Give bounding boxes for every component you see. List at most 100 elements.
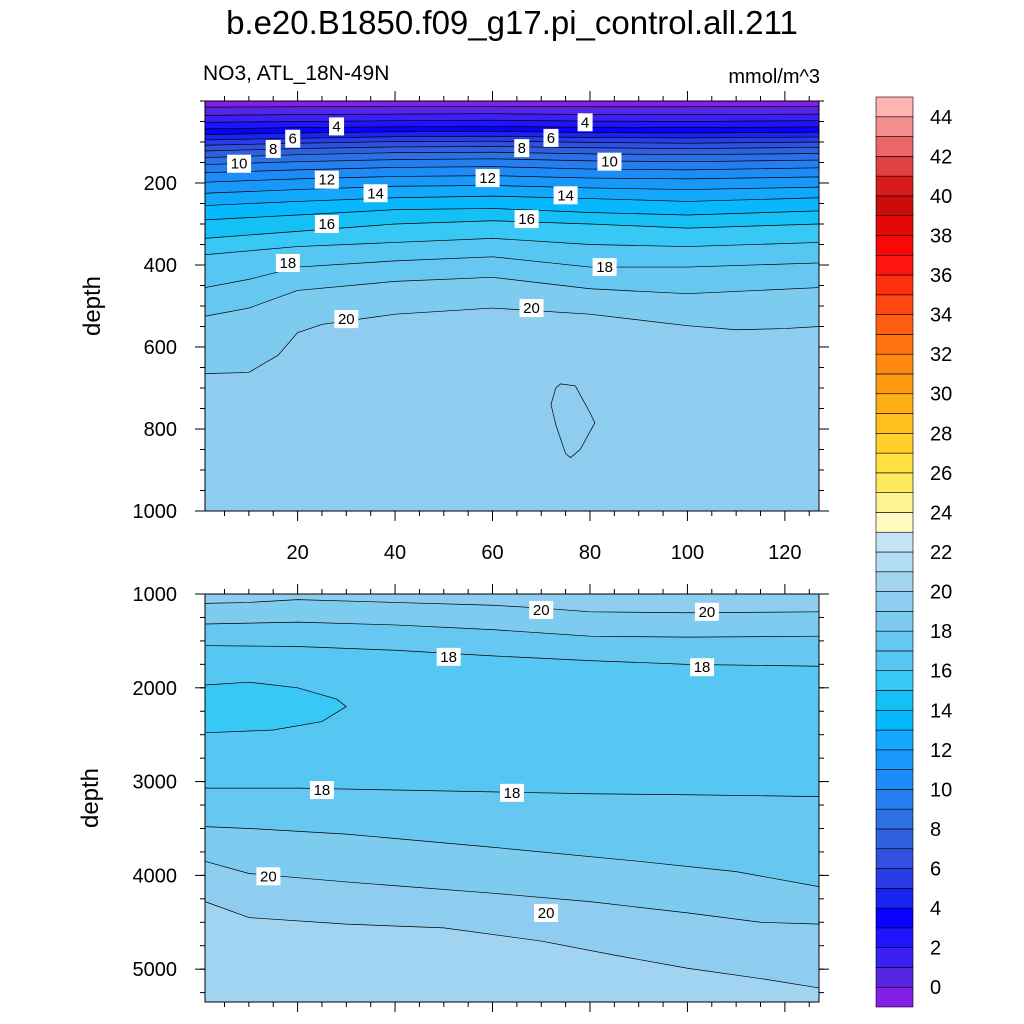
contour-label-text: 6	[289, 131, 297, 148]
contour-label: 18	[436, 647, 461, 666]
contour-line	[205, 787, 820, 797]
contour-label-box	[314, 170, 339, 189]
y-tick-label: 3000	[133, 772, 178, 794]
contour-label-text: 20	[538, 905, 555, 922]
contour-label-text: 8	[518, 140, 526, 157]
contour-label-box	[597, 152, 622, 171]
colorbar-label: 8	[930, 819, 941, 841]
contour-label: 18	[690, 658, 715, 677]
contour-line	[204, 113, 820, 116]
contour-band	[205, 101, 819, 108]
closed-contour	[204, 681, 347, 734]
contour-label-box	[475, 169, 500, 188]
y-tick-label: 800	[144, 419, 177, 441]
x-tick-label: 40	[384, 542, 406, 564]
contour-label: 18	[275, 253, 300, 272]
colorbar-swatch	[875, 868, 914, 889]
colorbar-swatch	[875, 828, 914, 850]
contour-label-text: 12	[318, 172, 335, 189]
upper-contour-fills	[205, 101, 819, 511]
contour-label-box	[329, 117, 345, 136]
y-tick-label: 400	[144, 255, 177, 277]
contour-band	[205, 158, 819, 173]
colorbar-label: 22	[930, 542, 952, 564]
contour-label-text: 18	[694, 659, 711, 676]
contour-label-text: 10	[601, 154, 618, 171]
colorbar-swatch	[875, 848, 914, 869]
lower-y-axis-label: depth	[77, 768, 104, 828]
colorbar-swatch	[875, 512, 914, 533]
colorbar-swatch	[875, 235, 914, 256]
colorbar-swatch	[875, 808, 914, 830]
colorbar-label: 24	[930, 502, 952, 524]
contour-label-box	[690, 658, 715, 677]
contour-label-text: 20	[699, 604, 716, 621]
contour-band	[205, 220, 819, 255]
contour-label: 8	[265, 139, 281, 158]
contour-label-text: 4	[332, 118, 340, 135]
x-tick-label: 100	[671, 542, 704, 564]
colorbar-swatch	[875, 116, 914, 137]
colorbar-swatch	[875, 175, 914, 197]
lower-plot-frame	[204, 593, 820, 1003]
colorbar-swatch	[875, 650, 914, 671]
contour-label-text: 16	[518, 211, 535, 228]
contour-band	[205, 277, 819, 374]
contour-label: 12	[314, 170, 339, 189]
contour-label: 8	[514, 139, 530, 158]
contour-band	[205, 106, 819, 116]
colorbar-label: 6	[930, 859, 941, 881]
colorbar-swatch	[875, 630, 914, 652]
lower-contour-fills	[204, 594, 819, 1002]
chart-title: b.e20.B1850.f09_g17.pi_control.all.211	[226, 4, 798, 41]
x-tick-label: 120	[768, 542, 801, 564]
contour-label: 14	[363, 184, 388, 203]
contour-label-box	[543, 128, 559, 147]
contour-label: 20	[519, 299, 544, 318]
colorbar-swatch	[875, 353, 914, 375]
contour-label-box	[256, 867, 281, 886]
colorbar-label: 18	[930, 621, 952, 643]
x-tick-label: 60	[481, 542, 503, 564]
contour-label: 10	[597, 152, 622, 171]
contour-label: 20	[534, 903, 559, 922]
contour-label-box	[553, 186, 578, 205]
contour-label-box	[334, 310, 359, 329]
contour-label-box	[514, 210, 539, 229]
colorbar-label: 2	[930, 938, 941, 960]
colorbar-swatch	[875, 927, 914, 948]
contour-label-text: 10	[231, 156, 248, 173]
colorbar-swatch	[875, 136, 914, 157]
contour-label-text: 4	[581, 114, 589, 131]
contour-label: 18	[309, 781, 334, 800]
contour-band	[205, 788, 819, 887]
contour-line	[204, 151, 820, 158]
contour-label: 4	[329, 117, 345, 136]
contour-label-text: 20	[523, 300, 540, 317]
colorbar-swatch	[875, 492, 914, 513]
contour-label: 20	[529, 600, 554, 619]
contour-line	[204, 256, 820, 288]
contour-label: 14	[553, 186, 578, 205]
colorbar-swatch	[875, 709, 914, 731]
colorbar-swatch	[875, 907, 914, 929]
colorbar-swatch	[875, 888, 914, 909]
colorbar: 0246810121416182022242628303234363840424…	[875, 96, 952, 1008]
upper-plot-frame	[204, 100, 820, 512]
units-label: mmol/m^3	[728, 66, 820, 88]
contour-label-text: 14	[367, 185, 384, 202]
contour-label-box	[592, 258, 617, 277]
colorbar-swatch	[875, 986, 914, 1008]
contour-label-text: 20	[260, 868, 277, 885]
contour-band	[205, 645, 819, 797]
contour-band	[205, 861, 819, 988]
colorbar-label: 38	[930, 225, 952, 247]
colorbar-swatch	[875, 413, 914, 434]
colorbar-swatch	[875, 274, 914, 296]
lower-axes: 1000 2000 3000 4000 5000	[133, 584, 829, 1012]
y-tick-label: 4000	[133, 865, 178, 887]
colorbar-swatch	[875, 96, 914, 118]
contour-label-text: 12	[479, 170, 496, 187]
colorbar-swatch	[875, 314, 914, 335]
y-tick-label: 200	[144, 173, 177, 195]
